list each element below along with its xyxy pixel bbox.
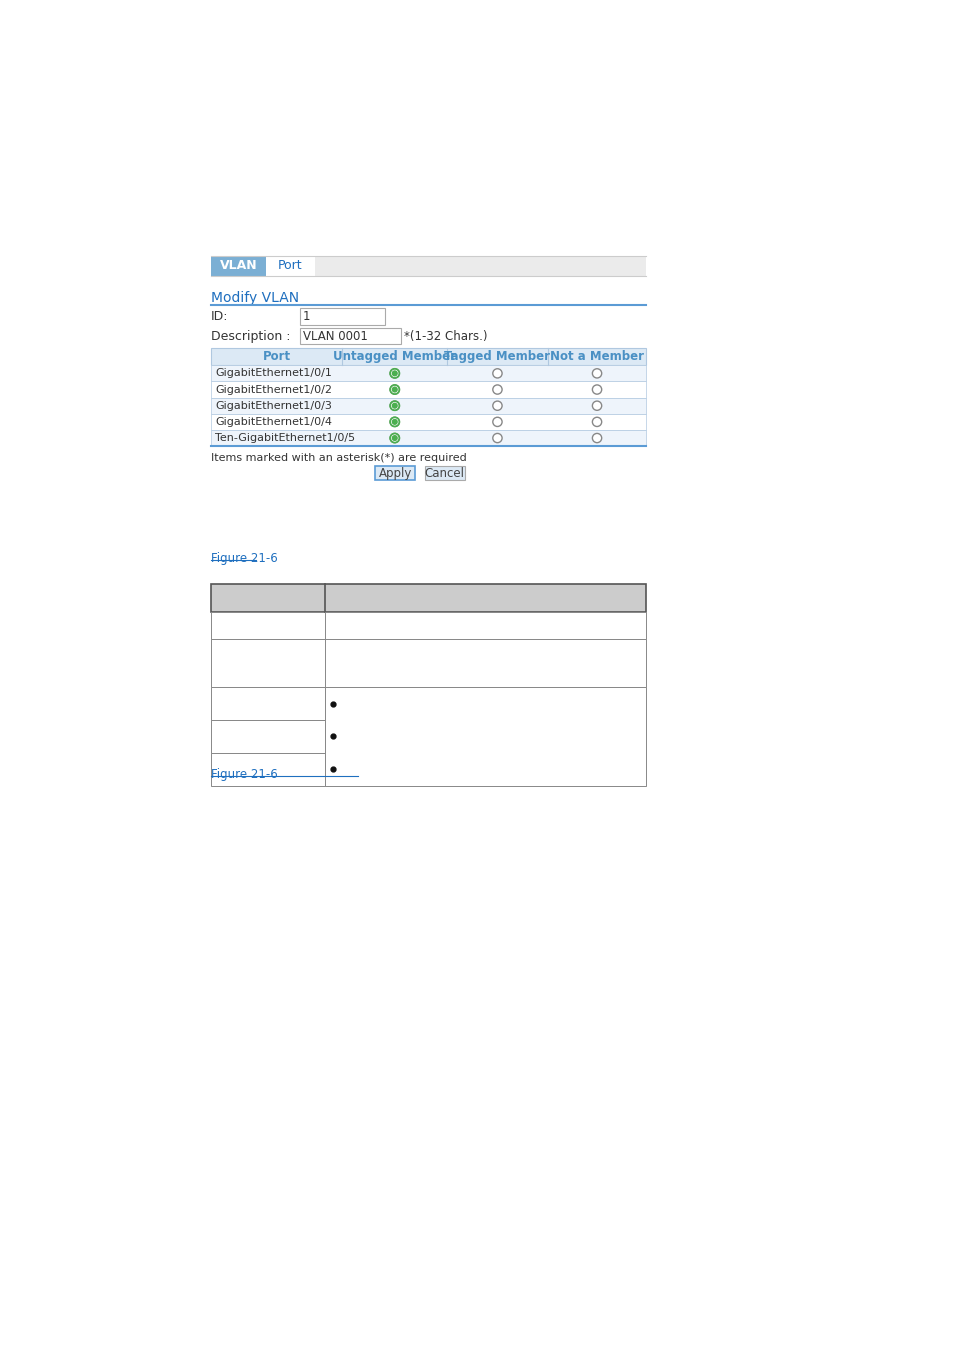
- Circle shape: [592, 369, 601, 378]
- Bar: [211, 640, 645, 687]
- Circle shape: [390, 385, 399, 394]
- Bar: [211, 687, 325, 720]
- Text: GigabitEthernet1/0/2: GigabitEthernet1/0/2: [215, 385, 332, 394]
- Text: Figure 21-6: Figure 21-6: [211, 768, 277, 780]
- Text: GigabitEthernet1/0/1: GigabitEthernet1/0/1: [215, 369, 332, 378]
- Text: Ten-GigabitEthernet1/0/5: Ten-GigabitEthernet1/0/5: [215, 433, 355, 443]
- Text: Cancel: Cancel: [424, 467, 464, 479]
- Text: Not a Member: Not a Member: [550, 350, 643, 363]
- Circle shape: [592, 417, 601, 427]
- Bar: [211, 366, 645, 382]
- Text: Port: Port: [278, 259, 302, 273]
- Circle shape: [390, 433, 399, 443]
- Bar: [211, 382, 645, 398]
- Bar: [325, 687, 645, 786]
- Circle shape: [592, 401, 601, 410]
- Bar: [211, 398, 645, 414]
- Text: Items marked with an asterisk(*) are required: Items marked with an asterisk(*) are req…: [211, 454, 466, 463]
- Bar: [211, 612, 645, 640]
- Text: Description :: Description :: [211, 329, 290, 343]
- Circle shape: [390, 401, 399, 410]
- Bar: [299, 328, 400, 344]
- Text: Modify VLAN: Modify VLAN: [211, 292, 298, 305]
- Bar: [211, 414, 645, 429]
- Text: Port: Port: [262, 350, 291, 363]
- Text: *(1-32 Chars.): *(1-32 Chars.): [403, 329, 487, 343]
- Circle shape: [392, 370, 397, 377]
- Circle shape: [592, 433, 601, 443]
- Text: 1: 1: [303, 310, 310, 323]
- Circle shape: [493, 385, 501, 394]
- Bar: [375, 466, 415, 481]
- Text: Apply: Apply: [378, 467, 412, 479]
- Bar: [211, 429, 645, 446]
- Bar: [211, 753, 325, 786]
- Text: Figure 21-6: Figure 21-6: [211, 552, 277, 566]
- Bar: [211, 585, 645, 612]
- Bar: [211, 256, 266, 275]
- Bar: [211, 720, 325, 753]
- Circle shape: [392, 402, 397, 409]
- Circle shape: [392, 435, 397, 441]
- Circle shape: [390, 369, 399, 378]
- Circle shape: [592, 385, 601, 394]
- Bar: [299, 308, 385, 325]
- Circle shape: [392, 386, 397, 393]
- Bar: [211, 256, 645, 275]
- Circle shape: [392, 418, 397, 425]
- Text: Tagged Member: Tagged Member: [444, 350, 550, 363]
- Text: ID:: ID:: [211, 310, 228, 323]
- Text: GigabitEthernet1/0/3: GigabitEthernet1/0/3: [215, 401, 332, 410]
- Text: VLAN: VLAN: [219, 259, 257, 273]
- Text: VLAN 0001: VLAN 0001: [303, 329, 368, 343]
- Text: Untagged Member: Untagged Member: [333, 350, 456, 363]
- Bar: [424, 466, 464, 481]
- Text: GigabitEthernet1/0/4: GigabitEthernet1/0/4: [215, 417, 332, 427]
- Circle shape: [493, 369, 501, 378]
- Circle shape: [493, 417, 501, 427]
- Bar: [211, 348, 645, 366]
- Circle shape: [493, 401, 501, 410]
- Circle shape: [493, 433, 501, 443]
- Circle shape: [390, 417, 399, 427]
- Bar: [266, 256, 314, 275]
